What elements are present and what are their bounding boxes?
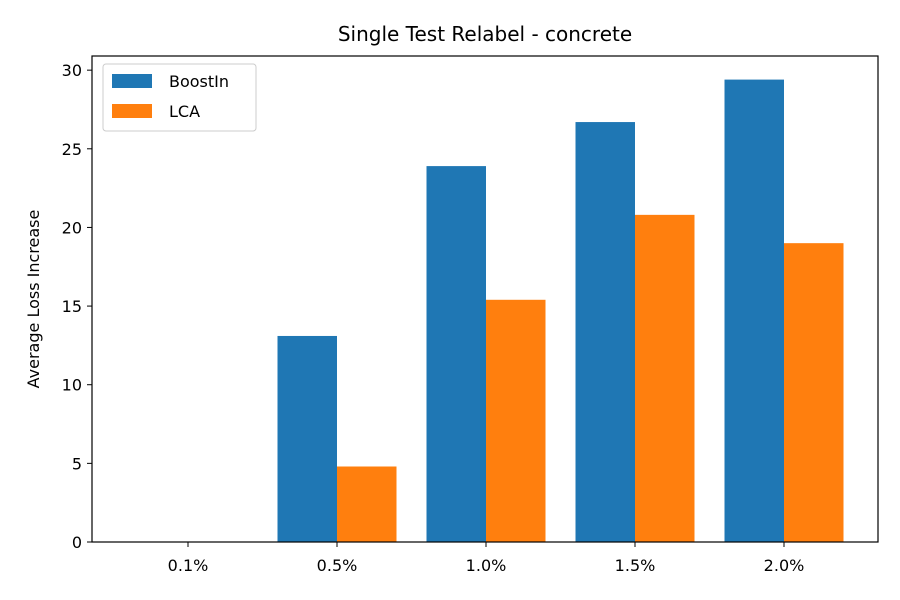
y-tick-label: 20	[62, 218, 82, 237]
bar-lca-2	[486, 299, 546, 542]
x-tick-label: 0.1%	[168, 556, 209, 575]
y-tick-label: 15	[62, 297, 82, 316]
y-tick-label: 5	[72, 454, 82, 473]
bar-boostin-2	[426, 166, 486, 542]
y-axis-ticks: 0 5 10 15 20 25 30	[62, 61, 92, 552]
legend-label-lca: LCA	[169, 102, 200, 121]
bar-boostin-1	[277, 335, 337, 542]
bar-lca-3	[635, 214, 695, 542]
legend-label-boostin: BoostIn	[169, 72, 229, 91]
x-tick-label: 1.0%	[466, 556, 507, 575]
x-tick-label: 2.0%	[764, 556, 805, 575]
bars-group	[277, 79, 844, 543]
y-tick-label: 0	[72, 533, 82, 552]
bar-boostin-3	[575, 122, 635, 542]
legend-swatch-boostin	[112, 74, 152, 88]
x-axis-ticks: 0.1% 0.5% 1.0% 1.5% 2.0%	[168, 542, 805, 575]
y-tick-label: 25	[62, 140, 82, 159]
y-tick-label: 30	[62, 61, 82, 80]
y-axis-label: Average Loss Increase	[24, 210, 43, 389]
x-tick-label: 0.5%	[317, 556, 358, 575]
chart-title: Single Test Relabel - concrete	[338, 22, 632, 46]
x-tick-label: 1.5%	[615, 556, 656, 575]
bar-boostin-4	[724, 79, 784, 543]
bar-lca-4	[784, 243, 844, 543]
y-tick-label: 10	[62, 376, 82, 395]
legend: BoostIn LCA	[102, 63, 257, 132]
legend-swatch-lca	[112, 104, 152, 118]
plot-frame	[91, 55, 879, 543]
bar-lca-1	[337, 466, 397, 542]
